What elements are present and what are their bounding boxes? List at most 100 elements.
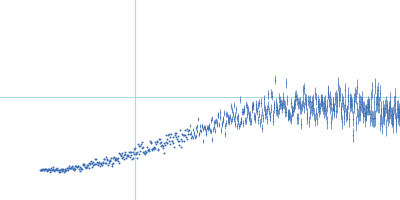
Point	[80, 163, 86, 166]
Point	[78, 166, 84, 169]
Point	[150, 146, 157, 149]
Point	[150, 146, 156, 149]
Point	[170, 141, 177, 145]
Point	[119, 156, 126, 160]
Point	[154, 147, 161, 150]
Point	[184, 127, 190, 130]
Point	[108, 157, 114, 160]
Point	[132, 152, 139, 155]
Point	[166, 132, 172, 136]
Point	[156, 137, 162, 140]
Point	[152, 147, 158, 150]
Point	[69, 164, 76, 168]
Point	[45, 167, 52, 170]
Point	[72, 167, 79, 170]
Point	[68, 167, 74, 170]
Point	[129, 157, 135, 161]
Point	[47, 169, 54, 172]
Point	[157, 137, 164, 141]
Point	[106, 158, 113, 161]
Point	[105, 163, 111, 166]
Point	[54, 168, 60, 171]
Point	[46, 168, 52, 171]
Point	[125, 153, 132, 156]
Point	[84, 163, 91, 167]
Point	[85, 164, 91, 167]
Point	[144, 145, 150, 148]
Point	[122, 153, 128, 156]
Point	[181, 140, 188, 143]
Point	[62, 169, 68, 172]
Point	[70, 169, 77, 172]
Point	[41, 168, 48, 171]
Point	[153, 143, 159, 146]
Point	[58, 169, 65, 172]
Point	[172, 134, 178, 137]
Point	[148, 149, 155, 152]
Point	[124, 155, 130, 158]
Point	[126, 151, 132, 154]
Point	[133, 152, 139, 155]
Point	[40, 167, 46, 171]
Point	[111, 158, 118, 161]
Point	[121, 157, 127, 160]
Point	[52, 168, 58, 171]
Point	[37, 169, 43, 172]
Point	[140, 151, 146, 154]
Point	[153, 140, 160, 144]
Point	[77, 169, 84, 172]
Point	[65, 168, 72, 171]
Point	[70, 168, 76, 171]
Point	[163, 134, 170, 137]
Point	[134, 156, 140, 160]
Point	[129, 150, 136, 154]
Point	[64, 166, 71, 170]
Point	[72, 165, 78, 168]
Point	[135, 143, 141, 146]
Point	[89, 161, 96, 164]
Point	[130, 153, 137, 156]
Point	[179, 139, 185, 142]
Point	[51, 169, 57, 172]
Point	[66, 165, 73, 168]
Point	[57, 169, 64, 172]
Point	[170, 135, 176, 138]
Point	[74, 166, 80, 169]
Point	[175, 139, 182, 143]
Point	[113, 159, 120, 162]
Point	[79, 167, 85, 171]
Point	[39, 167, 46, 170]
Point	[140, 145, 146, 149]
Point	[176, 140, 183, 143]
Point	[173, 136, 180, 139]
Point	[128, 153, 134, 156]
Point	[178, 137, 184, 140]
Point	[118, 151, 125, 155]
Point	[130, 157, 136, 160]
Point	[103, 161, 109, 164]
Point	[82, 165, 89, 169]
Point	[75, 164, 82, 167]
Point	[166, 139, 172, 143]
Point	[86, 162, 92, 165]
Point	[184, 137, 190, 140]
Point	[138, 146, 145, 149]
Point	[60, 169, 66, 172]
Point	[76, 165, 83, 169]
Point	[123, 156, 129, 159]
Point	[117, 154, 124, 157]
Point	[42, 168, 48, 171]
Point	[44, 168, 50, 171]
Point	[110, 161, 116, 164]
Point	[68, 166, 74, 169]
Point	[58, 167, 64, 170]
Point	[53, 167, 60, 171]
Point	[80, 163, 86, 167]
Point	[66, 166, 72, 170]
Point	[92, 158, 98, 161]
Point	[143, 150, 150, 153]
Point	[91, 162, 97, 165]
Point	[182, 133, 188, 136]
Point	[160, 146, 166, 149]
Point	[112, 158, 118, 161]
